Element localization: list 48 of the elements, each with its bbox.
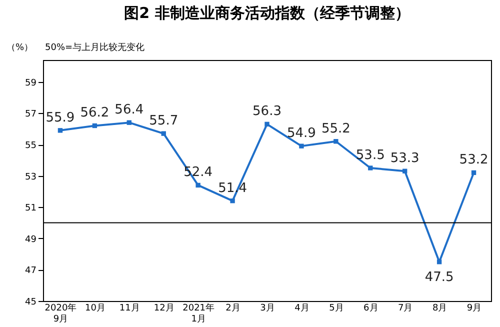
ref-line-label: 50%=与上月比较无变化 bbox=[45, 42, 145, 53]
data-label: 53.3 bbox=[390, 151, 420, 166]
y-axis-title: （%） bbox=[6, 43, 33, 53]
x-tick-label: 5月 bbox=[329, 304, 344, 314]
point bbox=[436, 260, 442, 264]
point bbox=[402, 168, 408, 174]
point bbox=[58, 128, 63, 133]
x-tick-label: 6月 bbox=[364, 304, 378, 314]
x-tick-label: 8月 bbox=[432, 304, 448, 314]
data-label: 53.5 bbox=[356, 148, 385, 163]
data-label: 56.2 bbox=[80, 106, 110, 121]
x-tick-label: 4月 bbox=[294, 304, 310, 314]
point bbox=[161, 131, 166, 136]
y-tick-label: 47 bbox=[25, 266, 36, 276]
data-label: 55.2 bbox=[321, 121, 350, 136]
x-tick-label: 3月 bbox=[260, 304, 275, 314]
data-label: 55.7 bbox=[149, 114, 178, 129]
y-tick-label: 51 bbox=[25, 204, 36, 214]
x-tick-label: 2月 bbox=[226, 304, 240, 314]
point bbox=[471, 170, 476, 176]
x-tick-label: 9月 bbox=[466, 304, 482, 314]
point bbox=[264, 122, 270, 127]
y-tick-label: 57 bbox=[25, 110, 36, 120]
y-tick-label: 53 bbox=[25, 172, 36, 182]
x-tick-label: 2020年 9月 bbox=[44, 302, 77, 324]
x-tick-label: 2021年 1月 bbox=[182, 302, 215, 324]
point bbox=[230, 198, 235, 204]
x-tick-label: 7月 bbox=[398, 304, 413, 314]
y-tick-label: 45 bbox=[25, 298, 36, 308]
point bbox=[368, 166, 373, 170]
data-label: 55.9 bbox=[46, 110, 75, 126]
x-tick-label: 10月 bbox=[84, 304, 106, 314]
point bbox=[126, 120, 132, 125]
y-tick-label: 49 bbox=[25, 234, 37, 245]
y-tick-label: 55 bbox=[25, 141, 36, 152]
point bbox=[196, 182, 200, 188]
data-label: 56.4 bbox=[114, 102, 144, 118]
point bbox=[299, 144, 304, 148]
point bbox=[334, 139, 338, 144]
x-tick-label: 12月 bbox=[154, 304, 174, 314]
x-tick-label: 11月 bbox=[119, 304, 140, 314]
data-label: 47.5 bbox=[424, 270, 454, 285]
point bbox=[92, 123, 98, 128]
y-tick-label: 59 bbox=[25, 78, 37, 88]
chart-title: 图2 非制造业商务活动指数（经季节调整） bbox=[124, 4, 410, 22]
data-label: 56.3 bbox=[252, 104, 282, 120]
data-label: 53.2 bbox=[459, 152, 488, 168]
data-label: 54.9 bbox=[286, 126, 316, 142]
